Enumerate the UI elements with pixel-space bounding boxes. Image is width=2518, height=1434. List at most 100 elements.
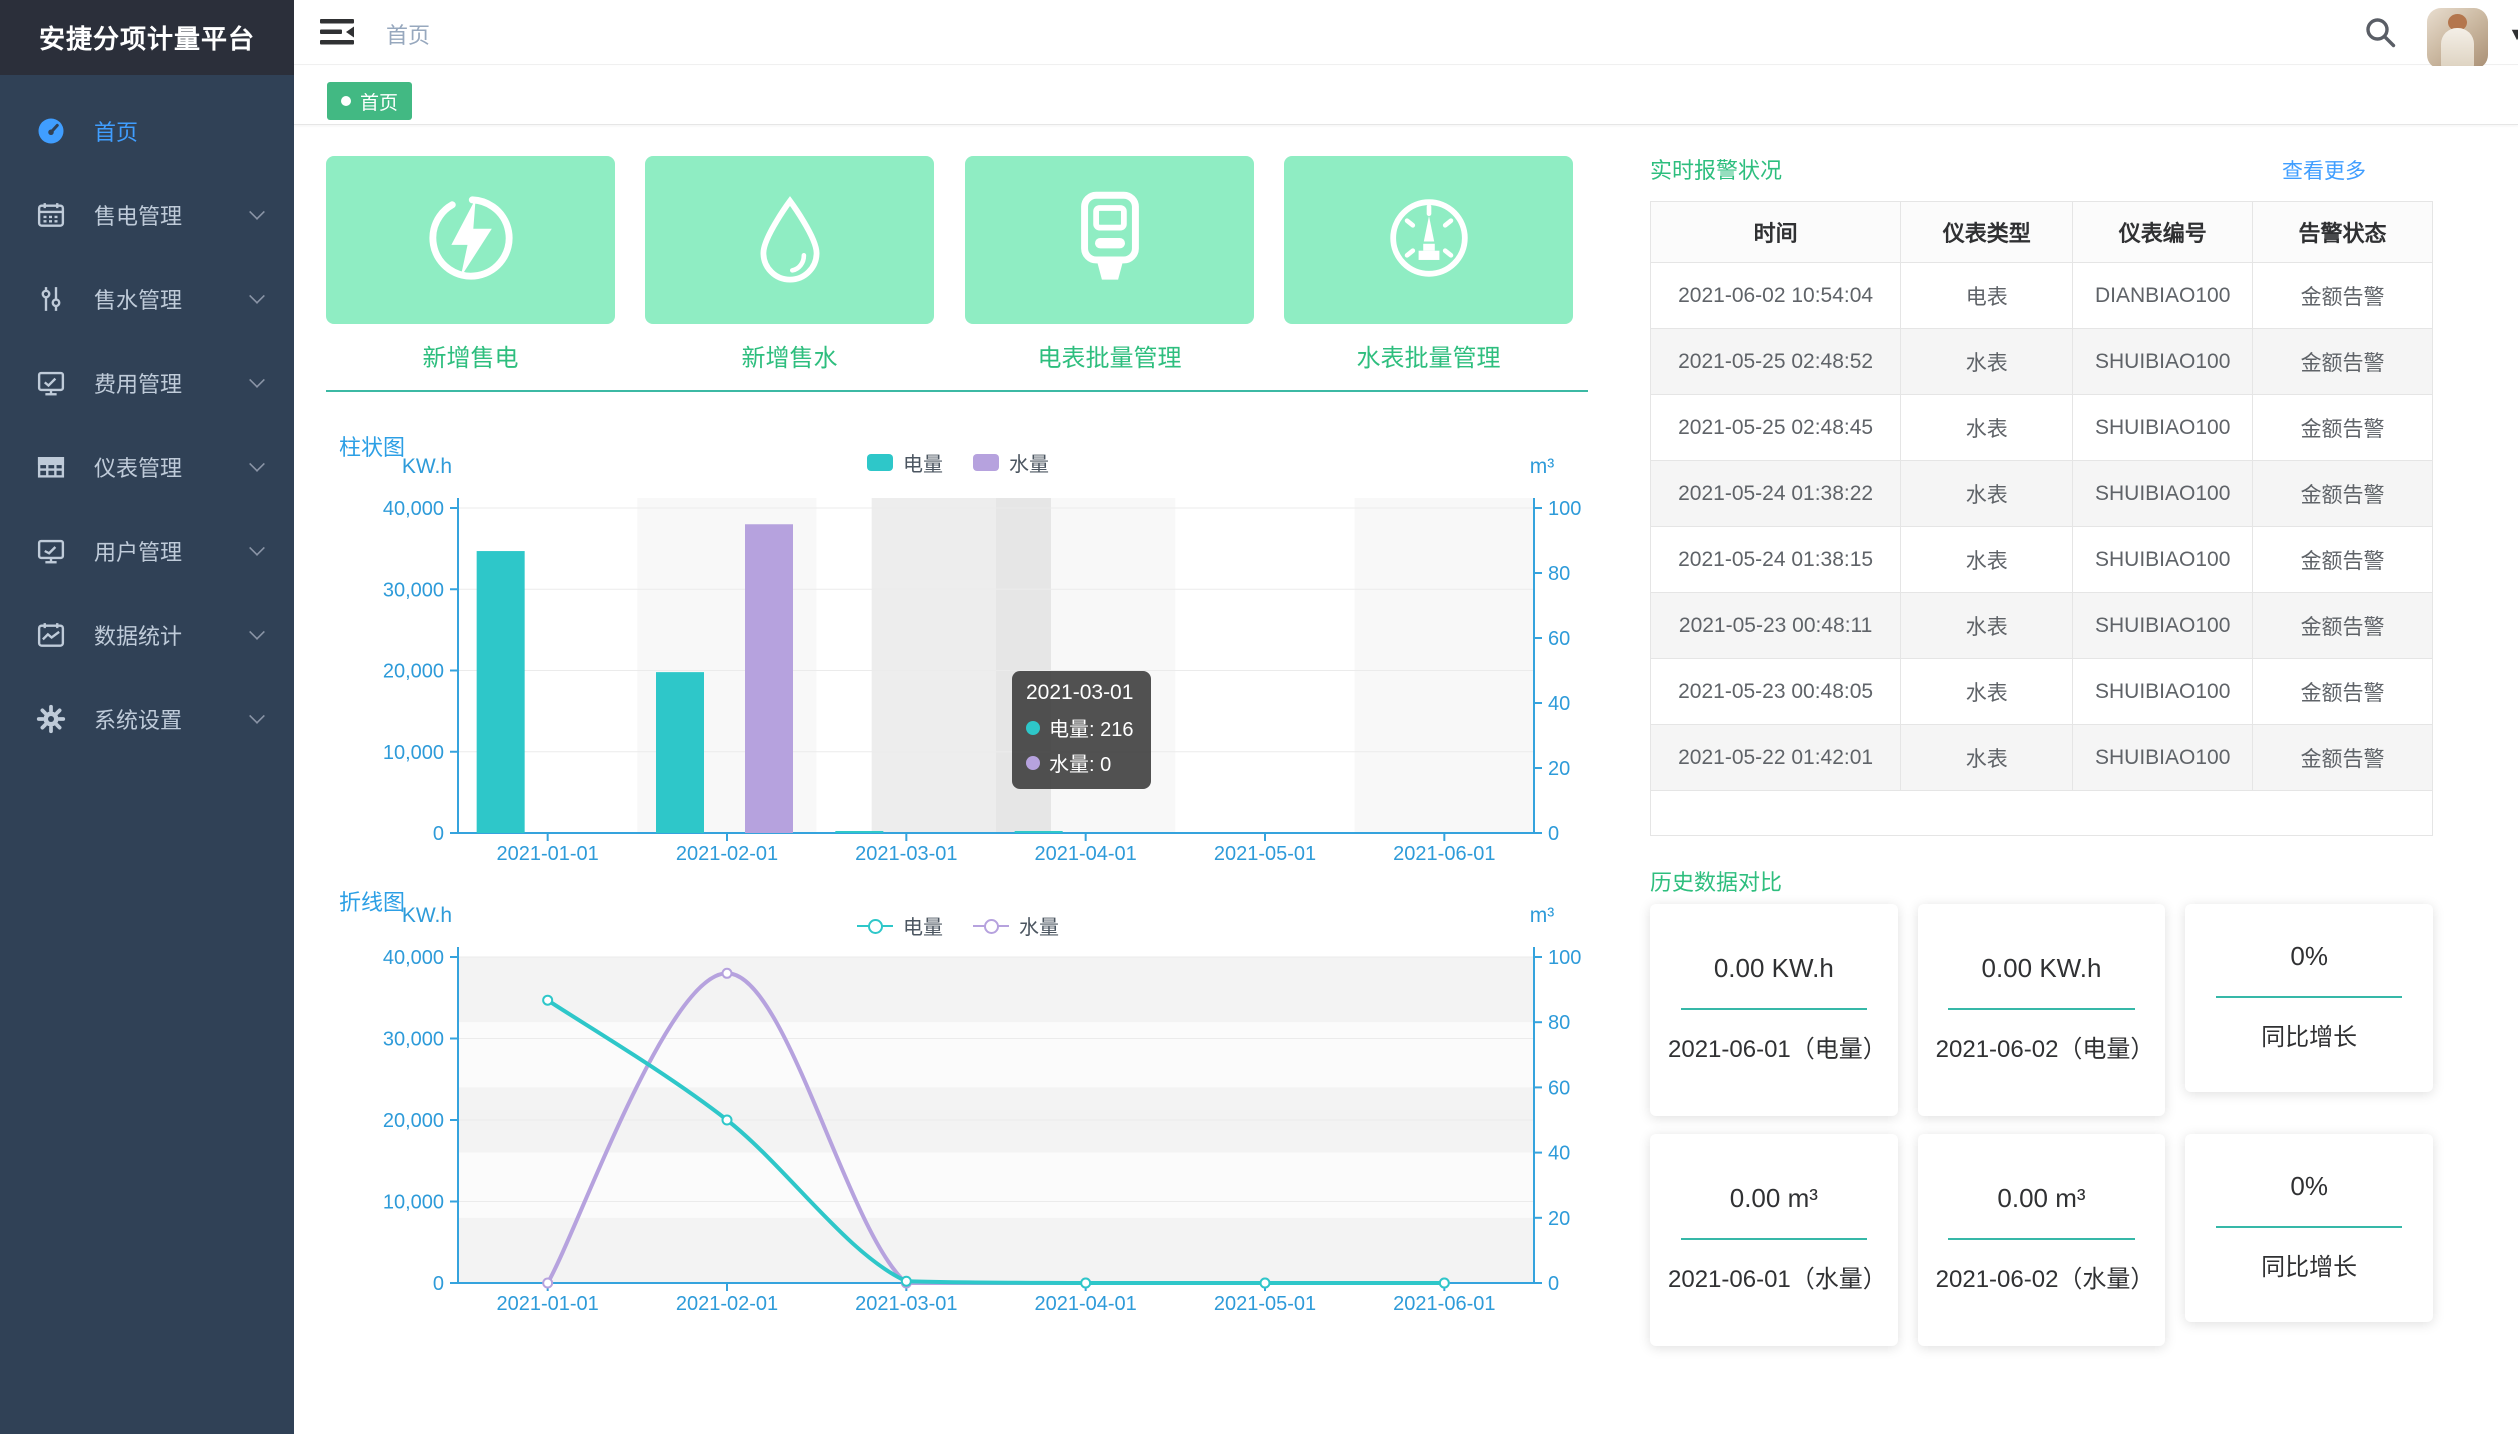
line-chart[interactable]: 0 10,000 20,000 30,000 40,000 0 20 40 60 80 100 KW.…	[326, 885, 1590, 1345]
bar-电量-2021-03-01[interactable]	[835, 831, 884, 833]
hamburger-icon[interactable]	[320, 17, 354, 47]
table-row[interactable]: 2021-05-25 02:48:52 水表 SHUIBIAO100 金额告警	[1649, 328, 2433, 395]
svg-text:KW.h: KW.h	[402, 455, 452, 478]
bar-电量-2021-04-01[interactable]	[1014, 831, 1063, 833]
section-divider	[326, 390, 1588, 392]
table-cell: 2021-05-23 00:48:05	[1649, 658, 1902, 725]
table-row[interactable]: 2021-05-23 00:48:05 水表 SHUIBIAO100 金额告警	[1649, 658, 2433, 725]
history-card-label: 2021-06-02（电量）	[1935, 1036, 2155, 1064]
table-cell: SHUIBIAO100	[2072, 394, 2254, 461]
quick-action-3[interactable]	[1284, 156, 1573, 324]
sidebar-item-label: 售水管理	[94, 288, 183, 313]
table-cell: 水表	[1900, 724, 2074, 791]
data-point-电量-2021-02-01[interactable]	[721, 1114, 733, 1126]
data-point-水量-2021-01-01[interactable]	[542, 1277, 554, 1289]
search-icon[interactable]	[2364, 16, 2396, 48]
legend-marker	[973, 918, 1009, 934]
legend-item-水量[interactable]: 水量	[973, 448, 1049, 477]
svg-text:40,000: 40,000	[383, 947, 444, 969]
data-point-电量-2021-05-01[interactable]	[1259, 1277, 1271, 1289]
table-row[interactable]: 2021-06-02 10:54:04 电表 DIANBIAO100 金额告警	[1649, 262, 2433, 329]
svg-text:10,000: 10,000	[383, 1192, 444, 1214]
table-cell: 金额告警	[2252, 394, 2433, 461]
water-drop-icon	[738, 186, 842, 295]
bar-电量-2021-01-01[interactable]	[476, 551, 525, 833]
sidebar-item-5[interactable]: 用户管理	[0, 509, 294, 593]
svg-text:2021-01-01: 2021-01-01	[497, 1293, 599, 1315]
chevron-down-icon	[249, 204, 265, 220]
quick-action-0[interactable]	[326, 156, 615, 324]
table-cell: SHUIBIAO100	[2072, 526, 2254, 593]
table-cell: 金额告警	[2252, 328, 2433, 395]
table-cell: 金额告警	[2252, 262, 2433, 329]
quick-action-1[interactable]	[645, 156, 934, 324]
table-row[interactable]: 2021-05-23 00:48:11 水表 SHUIBIAO100 金额告警	[1649, 592, 2433, 659]
history-card-divider	[2216, 1226, 2403, 1229]
svg-text:2021-05-01: 2021-05-01	[1214, 843, 1316, 865]
sidebar-item-7[interactable]: 系统设置	[0, 677, 294, 761]
sidebar-item-6[interactable]: 数据统计	[0, 593, 294, 677]
data-point-电量-2021-04-01[interactable]	[1080, 1277, 1092, 1289]
sidebar-item-label: 仪表管理	[94, 456, 183, 481]
chevron-down-icon	[249, 456, 265, 472]
quick-action-label[interactable]: 电表批量管理	[1037, 345, 1182, 372]
tag-home[interactable]: 首页	[327, 82, 413, 120]
table-row[interactable]: 2021-05-24 01:38:15 水表 SHUIBIAO100 金额告警	[1649, 526, 2433, 593]
svg-text:30,000: 30,000	[383, 1029, 444, 1051]
svg-text:40: 40	[1548, 1143, 1570, 1165]
data-point-水量-2021-02-01[interactable]	[721, 967, 733, 979]
view-more-link[interactable]: 查看更多	[2282, 160, 2366, 183]
history-card-divider	[1948, 1238, 2135, 1241]
table-row[interactable]: 2021-05-24 01:38:22 水表 SHUIBIAO100 金额告警	[1649, 460, 2433, 527]
table-cell: 水表	[1900, 328, 2074, 395]
legend-item-电量[interactable]: 电量	[857, 911, 943, 940]
bar-水量-2021-02-01[interactable]	[745, 524, 793, 833]
meter-management-icon	[36, 452, 66, 482]
sidebar-item-4[interactable]: 仪表管理	[0, 425, 294, 509]
svg-text:2021-06-01: 2021-06-01	[1393, 843, 1495, 865]
table-cell: 2021-05-25 02:48:52	[1649, 328, 1902, 395]
sidebar-item-3[interactable]: 费用管理	[0, 341, 294, 425]
svg-text:80: 80	[1548, 1012, 1570, 1034]
quick-action-label[interactable]: 新增售水	[741, 345, 838, 372]
table-cell: 金额告警	[2252, 460, 2433, 527]
data-point-电量-2021-01-01[interactable]	[542, 994, 554, 1006]
table-row[interactable]: 2021-05-25 02:48:45 水表 SHUIBIAO100 金额告警	[1649, 394, 2433, 461]
svg-text:60: 60	[1548, 1077, 1570, 1099]
svg-text:20,000: 20,000	[383, 661, 444, 683]
line-series-电量[interactable]	[545, 998, 1447, 1285]
sidebar-item-0[interactable]: 首页	[0, 89, 294, 173]
history-card-2: 0% 同比增长	[2185, 904, 2433, 1092]
svg-text:10,000: 10,000	[383, 742, 444, 764]
quick-action-label[interactable]: 新增售电	[422, 345, 519, 372]
sidebar-item-2[interactable]: 售水管理	[0, 257, 294, 341]
alarm-table: 时间 仪表类型 仪表编号 告警状态 2021-06-02 10:54:04 电表 DIANB…	[1649, 201, 2433, 836]
legend-item-电量[interactable]: 电量	[867, 448, 943, 477]
user-avatar[interactable]	[2427, 8, 2488, 69]
svg-text:40,000: 40,000	[383, 498, 444, 520]
quick-action-2[interactable]	[965, 156, 1254, 324]
line-chart-panel: 折线图 电量 水量 0 10,000 20,000 30,000 40,000 0 20 40 6…	[326, 885, 1590, 1345]
table-row[interactable]: 2021-05-22 01:42:01 水表 SHUIBIAO100 金额告警	[1649, 724, 2433, 791]
quick-action-label[interactable]: 水表批量管理	[1356, 345, 1501, 372]
table-cell: SHUIBIAO100	[2072, 658, 2254, 725]
table-cell: 金额告警	[2252, 592, 2433, 659]
svg-text:2021-01-01: 2021-01-01	[497, 843, 599, 865]
legend-label: 水量	[1009, 454, 1049, 476]
table-cell: SHUIBIAO100	[2072, 328, 2254, 395]
alarm-panel-title: 实时报警状况	[1650, 158, 1783, 183]
sidebar: 安捷分项计量平台 首页 售电管理 售水管理 费用管理 仪表管理 用户管理 数据统计 系统设置	[0, 0, 294, 1434]
caret-down-icon[interactable]: ▼	[2508, 24, 2518, 44]
data-point-电量-2021-03-01[interactable]	[900, 1275, 912, 1287]
tags-view-bar: 首页	[294, 66, 2518, 125]
bar-chart[interactable]: 0 10,000 20,000 30,000 40,000 0 20 40 60 80 100 KW.…	[326, 430, 1590, 882]
sidebar-item-1[interactable]: 售电管理	[0, 173, 294, 257]
svg-text:2021-02-01: 2021-02-01	[676, 843, 778, 865]
data-point-电量-2021-06-01[interactable]	[1438, 1277, 1450, 1289]
legend-item-水量[interactable]: 水量	[973, 911, 1059, 940]
bar-电量-2021-02-01[interactable]	[656, 672, 704, 833]
svg-text:0: 0	[433, 1273, 444, 1295]
history-card-value: 0%	[2290, 1171, 2328, 1202]
legend-label: 水量	[1019, 917, 1059, 939]
